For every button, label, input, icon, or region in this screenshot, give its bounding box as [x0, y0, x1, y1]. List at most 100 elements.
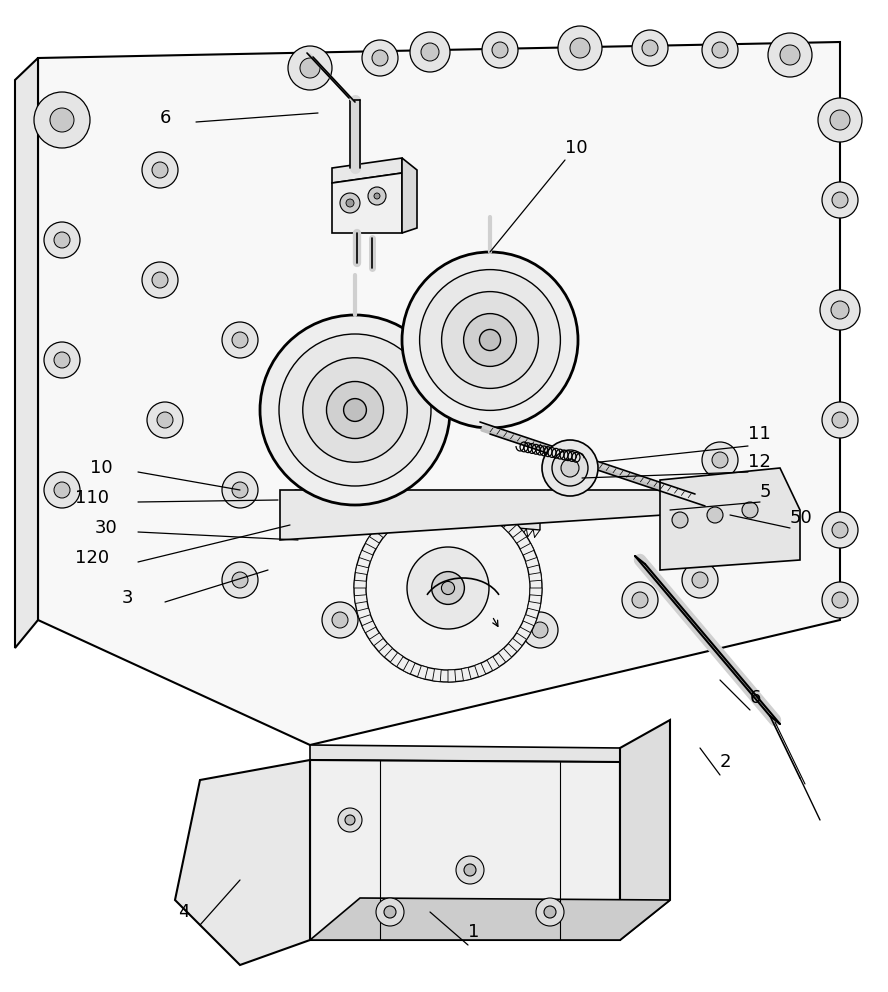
Polygon shape — [410, 499, 422, 513]
Polygon shape — [332, 158, 402, 183]
Polygon shape — [379, 644, 392, 657]
Circle shape — [384, 906, 396, 918]
Circle shape — [432, 612, 448, 628]
Text: 12: 12 — [748, 453, 771, 471]
Circle shape — [376, 898, 404, 926]
Circle shape — [682, 562, 718, 598]
Circle shape — [327, 382, 384, 438]
Circle shape — [222, 562, 258, 598]
Circle shape — [441, 292, 538, 389]
Polygon shape — [354, 580, 366, 588]
Polygon shape — [503, 519, 517, 533]
Polygon shape — [523, 615, 537, 626]
Polygon shape — [403, 660, 415, 675]
Circle shape — [642, 40, 658, 56]
Polygon shape — [402, 158, 417, 233]
Circle shape — [421, 43, 439, 61]
Polygon shape — [620, 720, 670, 940]
Circle shape — [702, 32, 738, 68]
Polygon shape — [425, 495, 434, 509]
Circle shape — [362, 40, 398, 76]
Circle shape — [831, 301, 849, 319]
Polygon shape — [498, 649, 511, 663]
Polygon shape — [468, 497, 479, 511]
Polygon shape — [354, 595, 367, 603]
Circle shape — [480, 329, 501, 350]
Text: 120: 120 — [75, 549, 109, 567]
Circle shape — [672, 512, 688, 528]
Circle shape — [822, 582, 858, 618]
Circle shape — [338, 808, 362, 832]
Circle shape — [542, 440, 598, 496]
Polygon shape — [374, 525, 388, 538]
Circle shape — [345, 815, 355, 825]
Circle shape — [402, 252, 578, 428]
Circle shape — [832, 192, 848, 208]
Text: 10: 10 — [90, 459, 113, 477]
Circle shape — [288, 46, 332, 90]
Text: 4: 4 — [178, 903, 189, 921]
Circle shape — [50, 108, 74, 132]
Circle shape — [622, 582, 658, 618]
Polygon shape — [660, 468, 800, 570]
Circle shape — [372, 50, 388, 66]
Polygon shape — [529, 572, 542, 581]
Circle shape — [482, 32, 518, 68]
Circle shape — [152, 272, 168, 288]
Circle shape — [632, 30, 668, 66]
Circle shape — [422, 602, 458, 638]
Circle shape — [54, 352, 70, 368]
Text: 6: 6 — [750, 689, 761, 707]
Circle shape — [712, 42, 728, 58]
Circle shape — [322, 602, 358, 638]
Polygon shape — [357, 608, 370, 619]
Circle shape — [222, 322, 258, 358]
Circle shape — [441, 581, 455, 594]
Circle shape — [44, 342, 80, 378]
Circle shape — [456, 856, 484, 884]
Circle shape — [354, 494, 542, 682]
Polygon shape — [520, 544, 534, 556]
Circle shape — [732, 532, 748, 548]
Polygon shape — [280, 490, 740, 540]
Circle shape — [157, 412, 173, 428]
Polygon shape — [359, 551, 373, 561]
Circle shape — [822, 402, 858, 438]
Polygon shape — [365, 537, 379, 549]
Circle shape — [152, 162, 168, 178]
Polygon shape — [417, 666, 428, 680]
Circle shape — [522, 612, 558, 648]
Circle shape — [260, 315, 450, 505]
Polygon shape — [369, 633, 384, 646]
Polygon shape — [385, 514, 398, 528]
Polygon shape — [517, 627, 531, 640]
Circle shape — [780, 45, 800, 65]
Circle shape — [332, 612, 348, 628]
Polygon shape — [493, 509, 506, 524]
Polygon shape — [508, 639, 522, 652]
Circle shape — [570, 38, 590, 58]
Circle shape — [44, 472, 80, 508]
Circle shape — [368, 187, 386, 205]
Circle shape — [54, 232, 70, 248]
Polygon shape — [390, 653, 403, 667]
Text: 30: 30 — [95, 519, 118, 537]
Circle shape — [54, 482, 70, 498]
Circle shape — [768, 33, 812, 77]
Polygon shape — [295, 490, 540, 530]
Circle shape — [532, 622, 548, 638]
Circle shape — [492, 42, 508, 58]
Circle shape — [818, 98, 862, 142]
Circle shape — [300, 58, 320, 78]
Polygon shape — [355, 564, 369, 574]
Circle shape — [303, 358, 408, 462]
Polygon shape — [474, 663, 486, 677]
Polygon shape — [487, 657, 499, 671]
Circle shape — [692, 572, 708, 588]
Circle shape — [561, 459, 579, 477]
Polygon shape — [462, 668, 471, 681]
Polygon shape — [527, 601, 541, 611]
Circle shape — [34, 92, 90, 148]
Circle shape — [742, 502, 758, 518]
Circle shape — [142, 262, 178, 298]
